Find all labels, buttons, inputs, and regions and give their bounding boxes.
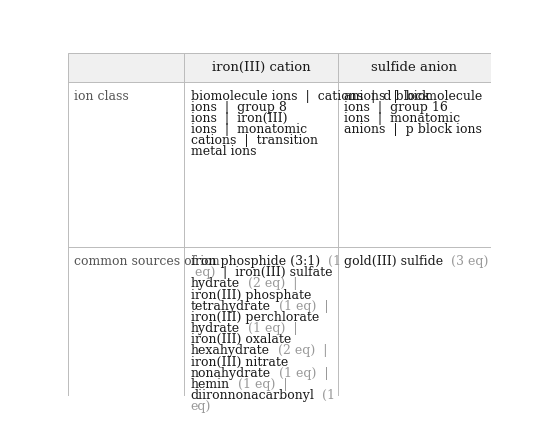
Text: ions  |  monatomic: ions | monatomic	[344, 112, 460, 125]
Text: anions  |  biomolecule: anions | biomolecule	[344, 89, 482, 103]
Text: (2 eq)  |: (2 eq) |	[240, 278, 297, 291]
Text: eq): eq)	[191, 266, 215, 279]
Text: iron(III) nitrate: iron(III) nitrate	[191, 356, 288, 368]
Text: |  iron(III) sulfate: | iron(III) sulfate	[215, 266, 332, 279]
Text: (1 eq)  |: (1 eq) |	[229, 378, 287, 391]
Text: cations  |  transition: cations | transition	[191, 134, 318, 147]
Bar	[68, 53, 490, 82]
Text: hemin: hemin	[191, 378, 229, 391]
Text: (1 eq)  |: (1 eq) |	[270, 300, 328, 313]
Text: hydrate: hydrate	[191, 278, 240, 291]
Text: iron(III) cation: iron(III) cation	[212, 61, 311, 74]
Text: biomolecule ions  |  cations  |  d block: biomolecule ions | cations | d block	[191, 89, 429, 103]
Text: ion class: ion class	[74, 89, 129, 103]
Text: ions  |  iron(III): ions | iron(III)	[191, 112, 287, 125]
Text: (2 eq)  |: (2 eq) |	[270, 344, 327, 357]
Text: iron(III) phosphate: iron(III) phosphate	[191, 289, 311, 302]
Text: ions  |  group 8: ions | group 8	[191, 101, 287, 114]
Text: sulfide anion: sulfide anion	[371, 61, 457, 74]
Text: tetrahydrate: tetrahydrate	[191, 300, 270, 313]
Text: ions  |  monatomic: ions | monatomic	[191, 123, 307, 136]
Text: (3 eq): (3 eq)	[443, 255, 488, 268]
Text: (1 eq)  |: (1 eq) |	[271, 367, 328, 380]
Text: gold(III) sulfide: gold(III) sulfide	[344, 255, 443, 268]
Text: (1: (1	[320, 255, 341, 268]
Text: (1 eq)  |: (1 eq) |	[240, 322, 298, 335]
Text: hexahydrate: hexahydrate	[191, 344, 270, 357]
Text: nonahydrate: nonahydrate	[191, 367, 271, 380]
Text: ions  |  group 16: ions | group 16	[344, 101, 448, 114]
Text: hydrate: hydrate	[191, 322, 240, 335]
Text: iron(III) oxalate: iron(III) oxalate	[191, 333, 291, 346]
Text: iron phosphide (3:1): iron phosphide (3:1)	[191, 255, 320, 268]
Text: iron(III) perchlorate: iron(III) perchlorate	[191, 311, 319, 324]
Text: (1: (1	[314, 389, 336, 402]
Text: common sources of ion: common sources of ion	[74, 255, 220, 268]
Text: anions  |  p block ions: anions | p block ions	[344, 123, 482, 136]
Text: diironnonacarbonyl: diironnonacarbonyl	[191, 389, 314, 402]
Text: eq): eq)	[191, 400, 211, 413]
Text: metal ions: metal ions	[191, 146, 256, 158]
